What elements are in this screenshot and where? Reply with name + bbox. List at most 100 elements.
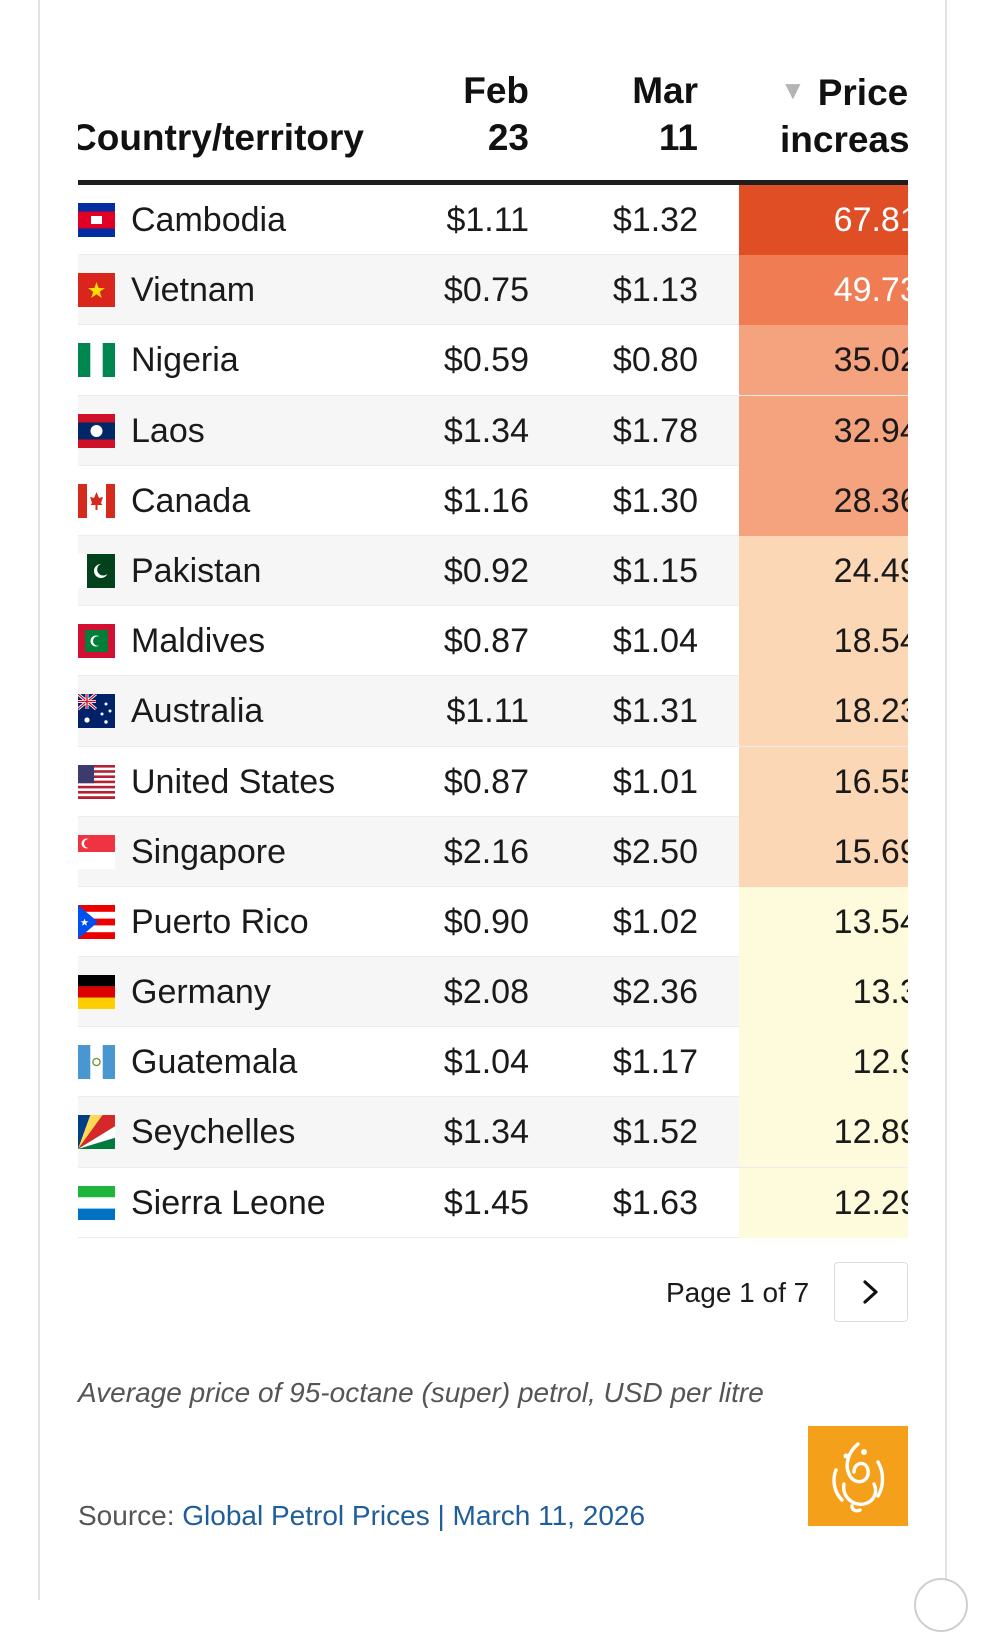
price-increase-value: 12.9% [852,1043,908,1082]
laos-flag-icon [78,413,115,448]
header-price-increase[interactable]: ▼ Price increase [780,67,908,163]
table-header: Country/territory Feb 23 Mar 11 ▼ Price i… [78,40,908,180]
source-line: Source: Global Petrol Prices | March 11,… [78,1497,645,1535]
feb-price: $1.34 [443,411,529,450]
header-country[interactable]: Country/territory [78,117,364,158]
price-increase-cell: 16.55% [739,746,908,817]
country-name: Nigeria [131,341,239,380]
price-increase-cell: 67.81% [739,185,908,255]
singapore-flag-icon [78,834,115,869]
table-row: Vietnam $0.75 $1.13 49.73% [78,255,908,326]
seychelles-flag-icon [78,1115,115,1150]
al-jazeera-logo-icon [808,1426,908,1526]
feb-price: $1.11 [446,692,529,731]
price-increase-value: 13.54% [833,902,908,941]
price-increase-value: 13.3% [852,973,908,1012]
price-increase-value: 49.73% [833,271,908,310]
price-increase-value: 35.02% [833,341,908,380]
price-increase-cell: 18.54% [739,606,908,677]
pakistan-flag-icon [78,553,115,588]
price-increase-cell: 28.36% [739,465,908,536]
feb-price: $1.34 [443,1113,529,1152]
price-increase-value: 12.89% [833,1113,908,1152]
mar-price: $1.78 [612,411,698,450]
price-increase-cell: 12.9% [739,1027,908,1098]
table-row: Seychelles $1.34 $1.52 12.89% [78,1097,908,1168]
table-row: Nigeria $0.59 $0.80 35.02% [78,325,908,396]
feb-price: $0.75 [443,271,529,310]
feb-price: $2.08 [443,973,529,1012]
table-row: Guatemala $1.04 $1.17 12.9% [78,1027,908,1098]
table-row: Puerto Rico $0.90 $1.02 13.54% [78,886,908,958]
country-name: Singapore [131,832,287,871]
price-increase-value: 32.94% [833,411,908,450]
price-increase-value: 16.55% [833,762,908,801]
chevron-right-icon [863,1280,878,1304]
table-row: Cambodia $1.11 $1.32 67.81% [78,185,908,256]
table-row: Australia $1.11 $1.31 18.23% [78,676,908,747]
mar-price: $1.01 [612,762,698,801]
germany-flag-icon [78,975,115,1010]
country-name: Seychelles [131,1113,296,1152]
price-increase-cell: 13.3% [739,957,908,1028]
country-name: Sierra Leone [131,1183,326,1222]
mar-price: $1.63 [612,1183,698,1222]
header-mar-line2: 11 [658,117,698,158]
feb-price: $1.04 [443,1043,529,1082]
mar-price: $0.80 [612,341,698,380]
scroll-button[interactable] [914,1578,968,1632]
guatemala-flag-icon [78,1045,115,1080]
feb-price: $0.59 [443,341,529,380]
canada-flag-icon [78,483,115,518]
feb-price: $1.11 [446,201,529,239]
sort-descending-icon: ▼ [780,75,806,105]
country-name: Laos [131,411,205,450]
header-feb[interactable]: Feb 23 [78,67,529,161]
price-increase-value: 12.29% [833,1183,908,1222]
country-name: Canada [131,481,251,520]
price-increase-cell: 15.69% [739,816,908,887]
price-increase-cell: 24.49% [739,535,908,606]
country-name: Guatemala [131,1043,298,1082]
united-states-flag-icon [78,764,115,799]
country-name: Australia [131,692,264,731]
country-name: Pakistan [131,551,262,590]
country-name: Puerto Rico [131,902,309,941]
price-increase-cell: 49.73% [739,255,908,326]
sierra-leone-flag-icon [78,1185,115,1220]
price-increase-value: 18.54% [833,622,908,661]
mar-price: $1.15 [612,551,698,590]
next-page-button[interactable] [834,1262,908,1322]
vietnam-flag-icon [78,273,115,308]
table-row: Singapore $2.16 $2.50 15.69% [78,816,908,887]
source-link[interactable]: Global Petrol Prices | March 11, 2026 [182,1500,646,1531]
price-increase-cell: 12.29% [739,1167,908,1238]
header-mar-line1: Mar [632,70,698,111]
chart-note: Average price of 95-octane (super) petro… [78,1377,764,1408]
feb-price: $2.16 [443,832,529,871]
mar-price: $1.31 [612,692,698,731]
table-row: Maldives $0.87 $1.04 18.54% [78,606,908,677]
country-name: Germany [131,973,271,1012]
header-divider [78,180,908,185]
mar-price: $2.36 [612,973,698,1012]
price-increase-value: 24.49% [833,551,908,590]
table-row: Canada $1.16 $1.30 28.36% [78,465,908,536]
table-row: Pakistan $0.92 $1.15 24.49% [78,535,908,607]
feb-price: $0.92 [443,551,529,590]
price-increase-cell: 18.23% [739,676,908,747]
price-increase-value: 67.81% [833,201,908,239]
australia-flag-icon [78,694,115,729]
table-row: Germany $2.08 $2.36 13.3% [78,957,908,1028]
price-increase-cell: 12.89% [739,1097,908,1168]
mar-price: $1.32 [612,201,698,239]
page-indicator: Page 1 of 7 [666,1277,810,1308]
puerto-rico-flag-icon [78,904,115,939]
cambodia-flag-icon [78,203,115,237]
page-border-right [945,0,947,1600]
feb-price: $1.45 [443,1183,529,1222]
maldives-flag-icon [78,624,115,659]
header-mar[interactable]: Mar 11 [78,67,698,161]
table-row: United States $0.87 $1.01 16.55% [78,746,908,817]
price-increase-cell: 35.02% [739,325,908,396]
